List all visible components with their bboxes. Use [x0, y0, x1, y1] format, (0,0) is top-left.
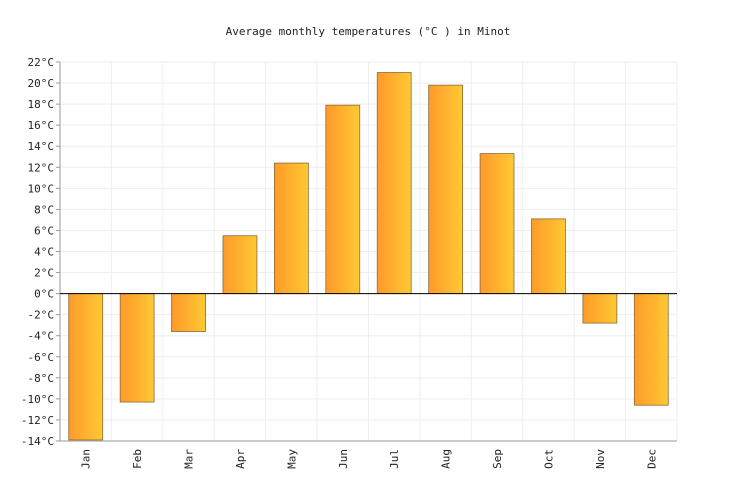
chart-title: Average monthly temperatures (°C ) in Mi…: [226, 25, 511, 38]
y-tick-label: 18°C: [28, 98, 55, 111]
y-tick-label: 14°C: [28, 140, 55, 153]
y-axis-ticks: -14°C -12°C -10°C -8°C -6°C -4°C -2°C 0°C 2°C 4°C…: [21, 56, 60, 448]
y-tick-label: -2°C: [28, 309, 55, 322]
bar-mar: [171, 293, 206, 332]
y-tick-label: 8°C: [34, 203, 54, 216]
y-tick-label: 10°C: [28, 182, 55, 195]
grid: [59, 61, 678, 442]
x-tick-label: Sep: [491, 449, 504, 469]
y-tick-label: 12°C: [28, 161, 55, 174]
bar-aug: [428, 84, 463, 295]
bar-jul: [376, 72, 412, 295]
x-tick-label: Apr: [234, 449, 247, 469]
y-tick-label: 22°C: [28, 56, 55, 69]
x-tick-label: Jun: [337, 449, 350, 469]
x-tick-label: May: [285, 449, 298, 469]
bar-jun: [325, 104, 361, 295]
y-tick-label: -8°C: [28, 372, 55, 385]
y-tick-label: 20°C: [28, 77, 55, 90]
bar-dec: [633, 293, 669, 406]
y-tick-label: -12°C: [21, 414, 54, 427]
x-tick-label: Oct: [542, 449, 555, 469]
bar-feb: [119, 293, 155, 403]
bar-may: [274, 162, 309, 295]
y-tick-label: 0°C: [34, 288, 54, 301]
x-tick-label: Dec: [645, 449, 658, 469]
bar-sep: [479, 153, 515, 295]
y-tick-label: -10°C: [21, 393, 54, 406]
x-tick-label: Jul: [388, 449, 401, 469]
x-tick-label: Aug: [440, 449, 453, 469]
bar-jan: [68, 293, 104, 441]
x-tick-label: Mar: [183, 449, 196, 469]
bar-apr: [222, 235, 258, 295]
bar-nov: [582, 293, 618, 324]
bars: [68, 72, 669, 441]
y-tick-label: 6°C: [34, 224, 54, 237]
y-tick-label: 2°C: [34, 267, 54, 280]
x-tick-label: Feb: [131, 449, 144, 469]
y-tick-label: -14°C: [21, 435, 54, 448]
x-tick-label: Nov: [594, 449, 607, 469]
y-tick-label: 4°C: [34, 246, 54, 259]
x-axis-ticks: Jan Feb Mar Apr May Jun Jul Aug Sep Oct Nov Dec: [80, 449, 659, 469]
y-tick-label: -6°C: [28, 351, 55, 364]
y-tick-label: -4°C: [28, 330, 55, 343]
y-tick-label: 16°C: [28, 119, 55, 132]
bar-oct: [531, 218, 566, 295]
x-tick-label: Jan: [80, 449, 93, 469]
